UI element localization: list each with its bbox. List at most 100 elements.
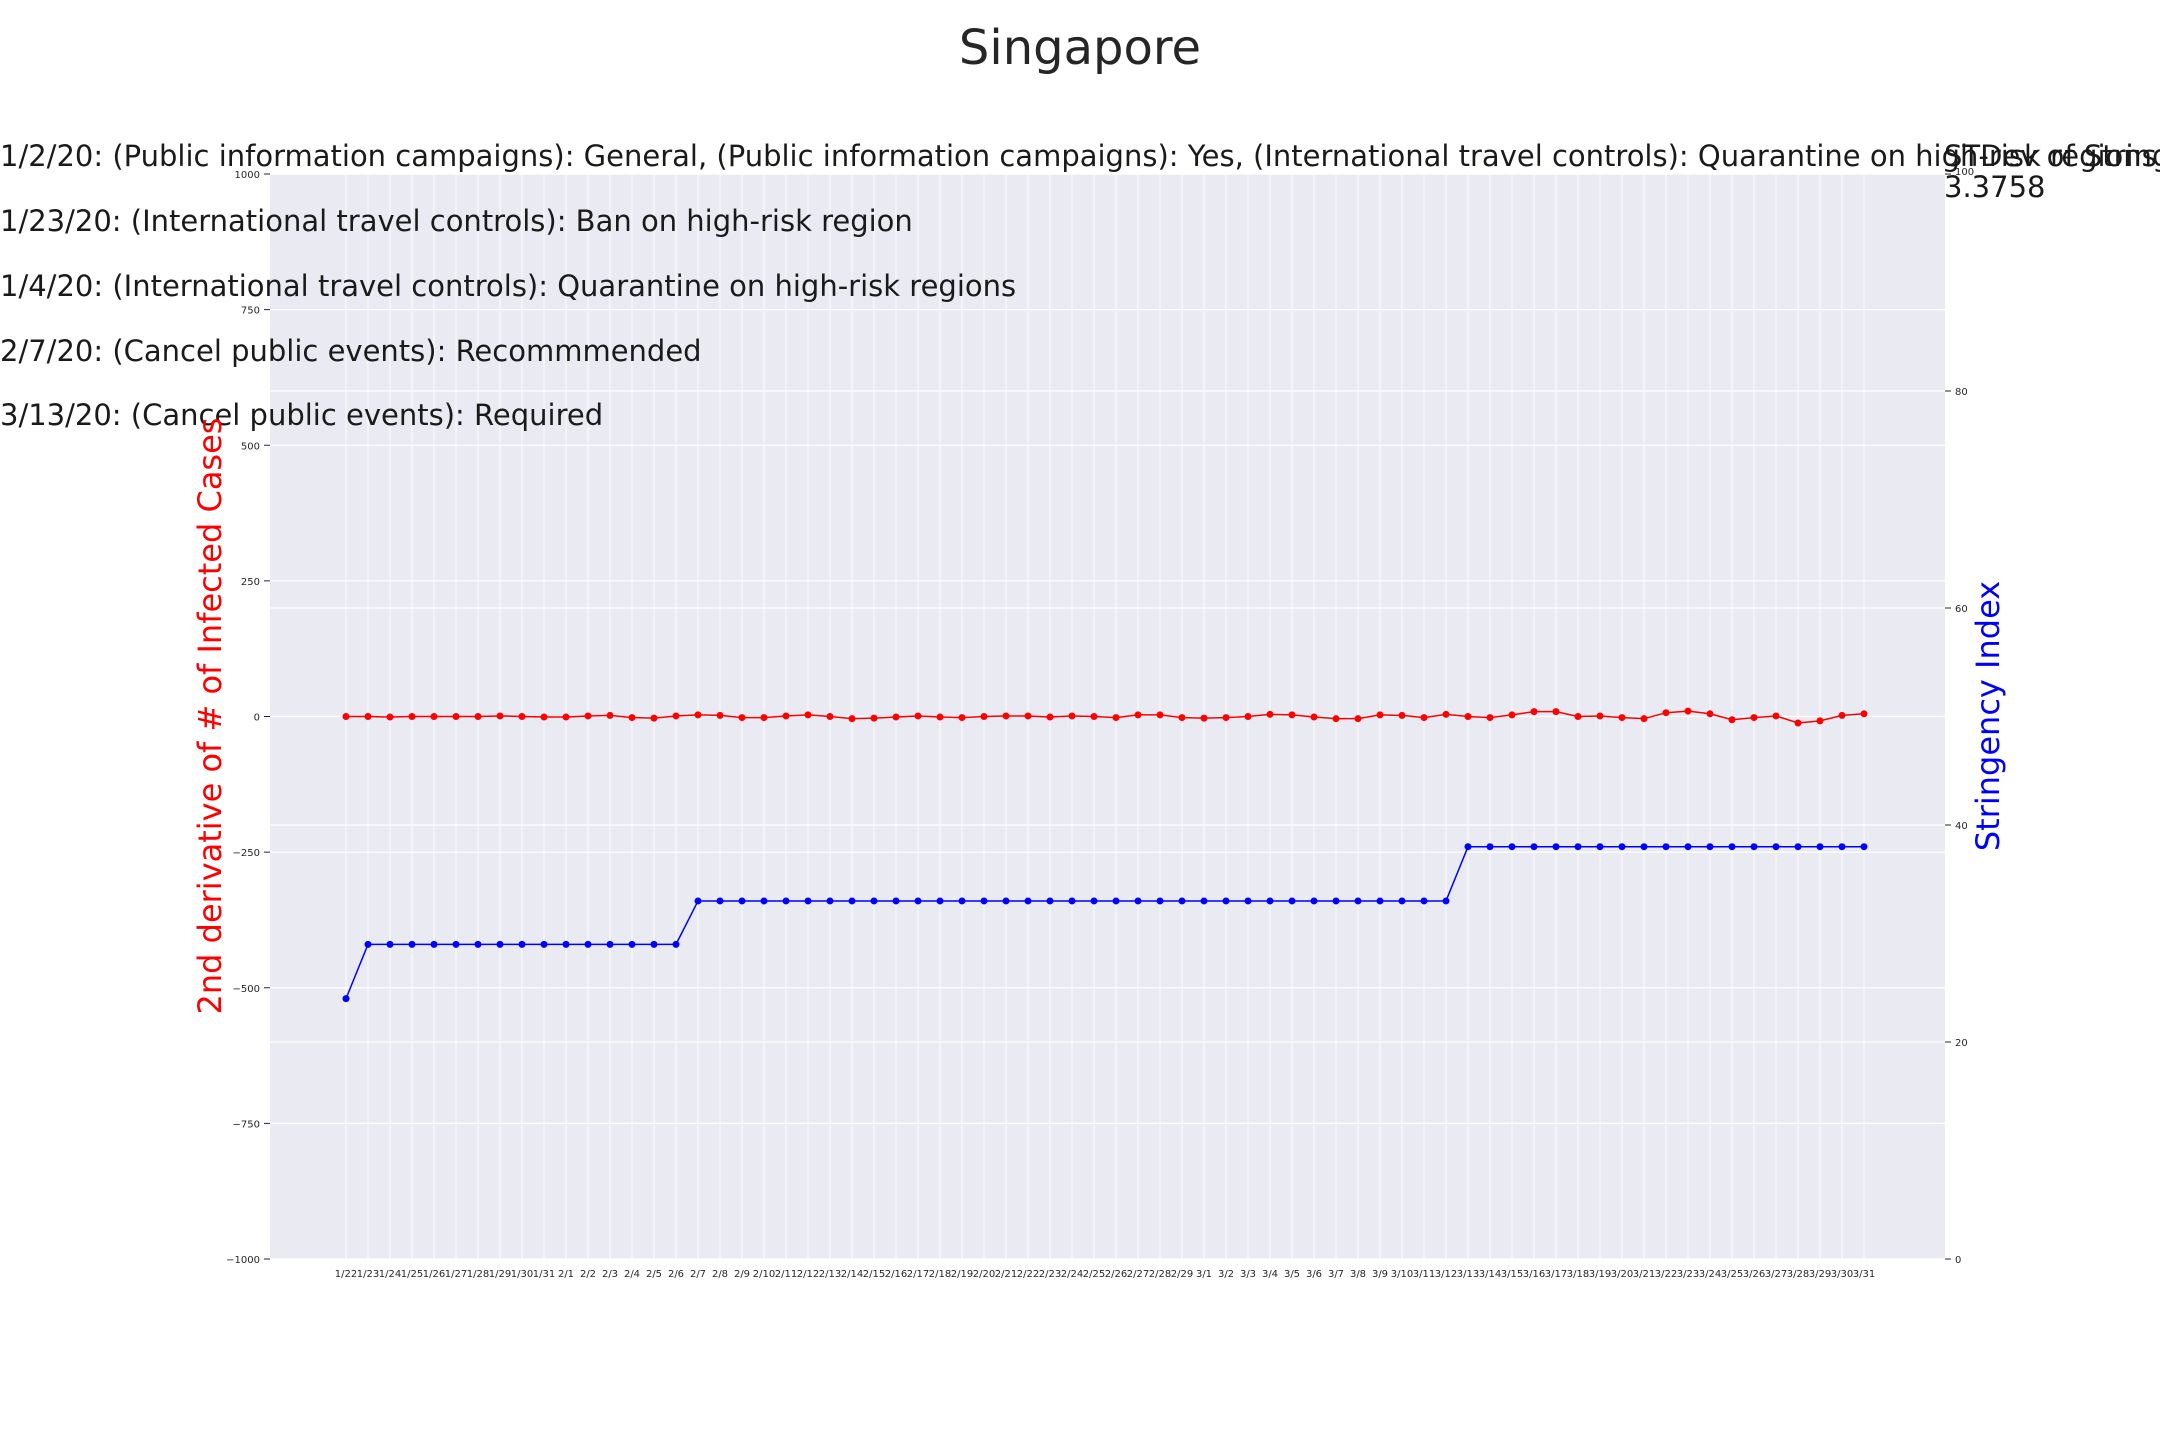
x-tick-label: 1/30 <box>511 1269 533 1280</box>
data-point-right <box>716 897 724 905</box>
x-tick-label: 3/30 <box>1831 1269 1853 1280</box>
data-point-left <box>1574 713 1582 720</box>
data-point-right <box>408 940 416 948</box>
data-point-right <box>386 940 394 948</box>
x-tick-label: 2/6 <box>668 1269 684 1280</box>
data-point-left <box>936 713 944 721</box>
x-tick-label: 1/28 <box>467 1269 489 1280</box>
data-point-left <box>782 712 790 720</box>
data-point-right <box>1046 897 1054 905</box>
y-tick-label-right: 80 <box>1955 387 1968 398</box>
data-point-left <box>870 714 878 722</box>
x-tick-label: 2/7 <box>690 1269 706 1280</box>
y-tick-label-left: −500 <box>233 984 260 995</box>
data-point-left <box>1860 710 1868 718</box>
data-point-left <box>452 713 460 720</box>
data-point-right <box>1838 843 1846 851</box>
data-point-left <box>430 713 438 720</box>
x-tick-label: 3/8 <box>1350 1269 1366 1280</box>
x-tick-label: 3/22 <box>1655 1269 1677 1280</box>
axes: 1/22 1/23 1/24 1/25 1/26 1/27 1/28 1/29 1/30 1/31… <box>226 167 1974 1280</box>
data-point-left <box>1244 713 1252 720</box>
x-tick-label: 2/28 <box>1149 1269 1171 1280</box>
x-tick-label: 2/20 <box>973 1269 995 1280</box>
data-point-left <box>650 714 658 722</box>
data-point-right <box>1112 897 1120 905</box>
x-tick-label: 3/26 <box>1743 1269 1765 1280</box>
stdev-value: 3.3758 <box>1944 170 2045 204</box>
x-tick-label: 1/27 <box>445 1269 467 1280</box>
x-tick-label: 3/23 <box>1677 1269 1699 1280</box>
data-point-right <box>958 897 966 905</box>
data-point-right <box>518 940 526 948</box>
data-point-right <box>1090 897 1098 905</box>
data-point-right <box>1596 843 1604 851</box>
x-tick-label: 3/5 <box>1284 1269 1300 1280</box>
data-point-left <box>826 713 834 720</box>
data-point-left <box>1156 711 1164 719</box>
data-point-right <box>1266 897 1274 905</box>
stdev-label: STDev of Stringency <box>1944 139 2160 173</box>
data-point-left <box>1728 716 1736 724</box>
data-point-left <box>738 714 746 722</box>
data-point-left <box>1332 715 1340 723</box>
y-tick-label-right: 100 <box>1955 167 1974 178</box>
data-point-right <box>1420 897 1428 905</box>
x-tick-label: 2/26 <box>1105 1269 1127 1280</box>
data-point-left <box>958 714 966 722</box>
data-point-right <box>474 940 482 948</box>
data-point-right <box>1024 897 1032 905</box>
annotation-2: 1/23/20: (International travel controls)… <box>0 204 913 238</box>
x-tick-label: 2/5 <box>646 1269 662 1280</box>
x-tick-label: 1/26 <box>423 1269 445 1280</box>
y-tick-label-right: 60 <box>1955 604 1968 615</box>
data-point-right <box>496 940 504 948</box>
x-tick-label: 3/17 <box>1545 1269 1567 1280</box>
data-point-left <box>1794 719 1802 727</box>
x-tick-label: 3/21 <box>1633 1269 1655 1280</box>
x-tick-label: 3/15 <box>1501 1269 1523 1280</box>
y-axis-label-left: 2nd derivative of # of Infected Cases <box>191 418 229 1015</box>
data-point-right <box>1640 843 1648 851</box>
x-tick-label: 3/1 <box>1196 1269 1212 1280</box>
x-tick-label: 3/20 <box>1611 1269 1633 1280</box>
data-point-left <box>1112 714 1120 722</box>
data-point-left <box>848 715 856 723</box>
x-tick-label: 3/25 <box>1721 1269 1743 1280</box>
data-point-left <box>1838 711 1846 719</box>
y-tick-label-left: −250 <box>233 848 260 859</box>
data-point-right <box>782 897 790 905</box>
data-point-left <box>518 713 526 720</box>
data-point-left <box>1552 708 1560 716</box>
x-tick-label: 2/14 <box>841 1269 863 1280</box>
series-line-left <box>346 710 1865 724</box>
data-point-right <box>562 940 570 948</box>
data-point-left <box>1442 710 1450 718</box>
data-point-left <box>716 711 724 719</box>
data-point-left <box>1002 712 1010 720</box>
data-point-right <box>672 940 680 948</box>
data-point-right <box>1288 897 1296 905</box>
x-tick-label: 2/4 <box>624 1269 640 1280</box>
x-tick-label: 3/13 <box>1457 1269 1479 1280</box>
data-point-left <box>1772 712 1780 720</box>
data-point-left <box>1288 711 1296 719</box>
data-point-right <box>826 897 834 905</box>
data-point-left <box>1750 714 1758 722</box>
data-point-right <box>1552 843 1560 851</box>
x-tick-label: 2/11 <box>775 1269 797 1280</box>
x-tick-label: 2/1 <box>558 1269 574 1280</box>
x-tick-label: 1/23 <box>357 1269 379 1280</box>
data-point-right <box>804 897 812 905</box>
data-point-right <box>1398 897 1406 905</box>
data-point-left <box>1530 708 1538 716</box>
data-point-left <box>914 712 922 720</box>
data-point-right <box>540 940 548 948</box>
data-point-left <box>1508 711 1516 719</box>
y-tick-label-left: 500 <box>241 441 260 452</box>
x-tick-label: 3/14 <box>1479 1269 1501 1280</box>
data-point-right <box>364 940 372 948</box>
data-point-right <box>738 897 746 905</box>
x-tick-label: 3/18 <box>1567 1269 1589 1280</box>
